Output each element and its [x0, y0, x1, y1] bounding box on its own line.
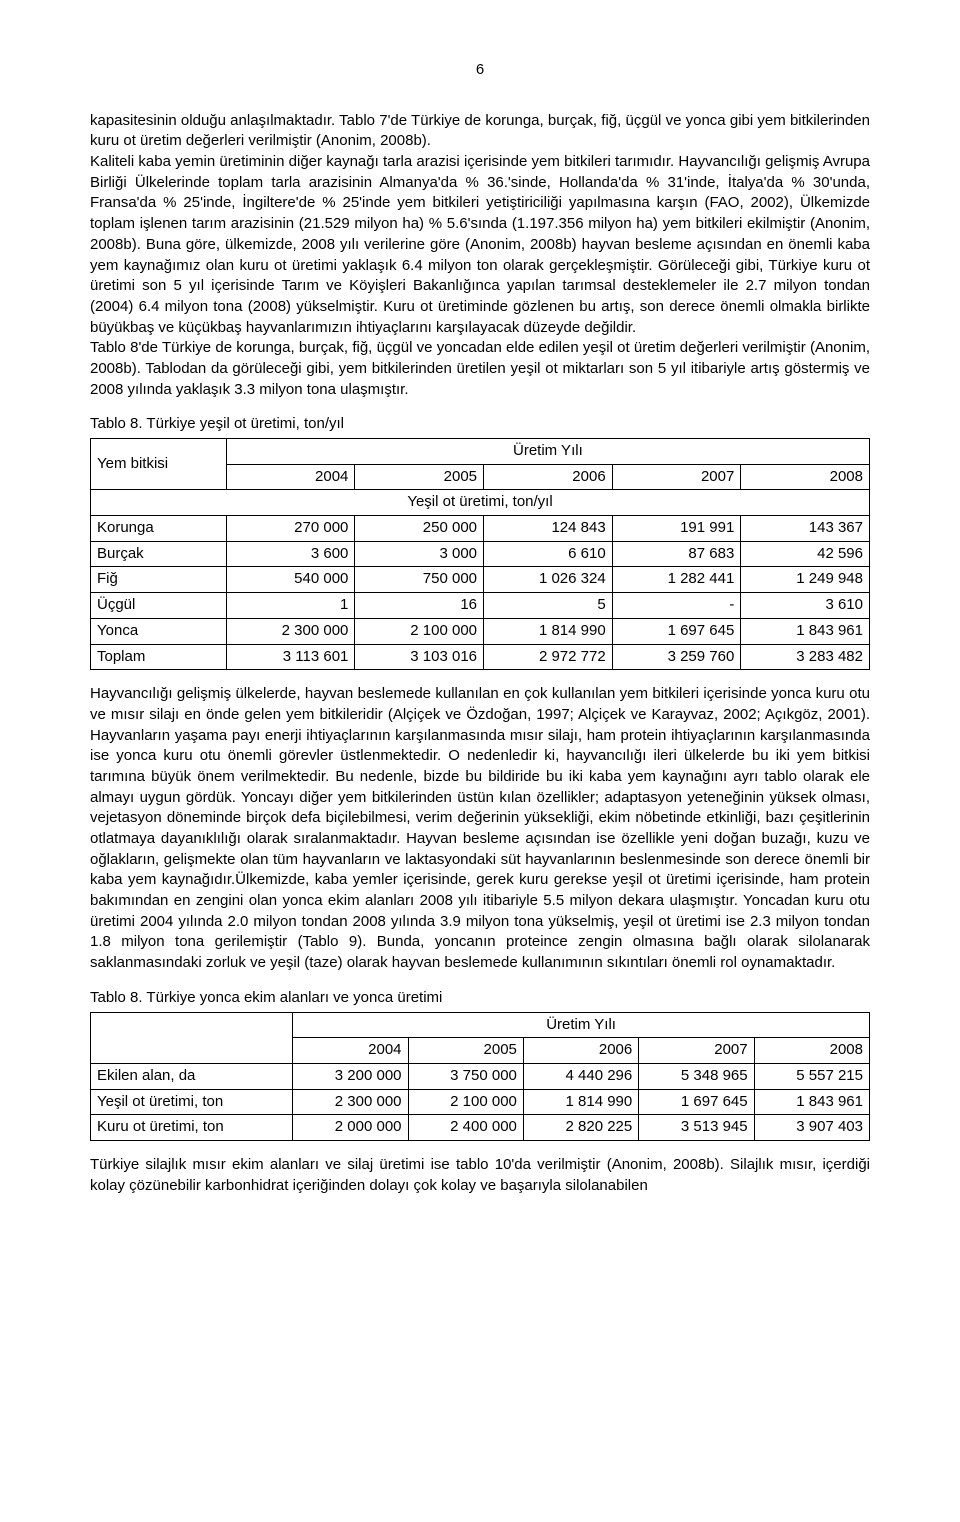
table8-year: 2005	[355, 464, 484, 490]
paragraph-intro-2: Kaliteli kaba yemin üretiminin diğer kay…	[90, 152, 870, 338]
cell: 1 697 645	[612, 618, 741, 644]
cell: 1 814 990	[484, 618, 613, 644]
table-row: Korunga 270 000 250 000 124 843 191 991 …	[91, 516, 870, 542]
paragraph-intro-1: kapasitesinin olduğu anlaşılmaktadır. Ta…	[90, 111, 870, 152]
cell: 1 697 645	[639, 1089, 754, 1115]
cell: 5 557 215	[754, 1063, 869, 1089]
row-label: Yeşil ot üretimi, ton	[91, 1089, 293, 1115]
cell: 3 000	[355, 541, 484, 567]
cell: 270 000	[226, 516, 355, 542]
cell: 4 440 296	[523, 1063, 638, 1089]
cell: 3 200 000	[293, 1063, 408, 1089]
cell: 3 513 945	[639, 1115, 754, 1141]
row-label: Burçak	[91, 541, 227, 567]
cell: 750 000	[355, 567, 484, 593]
table9-caption: Tablo 8. Türkiye yonca ekim alanları ve …	[90, 988, 870, 1009]
cell: 540 000	[226, 567, 355, 593]
table9-yearheader: Üretim Yılı	[293, 1012, 870, 1038]
cell: 2 100 000	[408, 1089, 523, 1115]
row-label: Korunga	[91, 516, 227, 542]
row-label: Fiğ	[91, 567, 227, 593]
table-row: Üçgül 1 16 5 - 3 610	[91, 593, 870, 619]
table8-year: 2008	[741, 464, 870, 490]
cell: 1 843 961	[754, 1089, 869, 1115]
table9-year: 2007	[639, 1038, 754, 1064]
cell: 6 610	[484, 541, 613, 567]
row-label: Yonca	[91, 618, 227, 644]
cell: 2 400 000	[408, 1115, 523, 1141]
cell: 2 820 225	[523, 1115, 638, 1141]
cell: 1 026 324	[484, 567, 613, 593]
cell: 2 300 000	[226, 618, 355, 644]
paragraph-intro-3: Tablo 8'de Türkiye de korunga, burçak, f…	[90, 338, 870, 400]
cell: 124 843	[484, 516, 613, 542]
cell: 191 991	[612, 516, 741, 542]
table9: Üretim Yılı 2004 2005 2006 2007 2008 Eki…	[90, 1012, 870, 1141]
row-label: Toplam	[91, 644, 227, 670]
table8-subheader: Yeşil ot üretimi, ton/yıl	[91, 490, 870, 516]
cell: 1	[226, 593, 355, 619]
table8: Yem bitkisi Üretim Yılı 2004 2005 2006 2…	[90, 438, 870, 670]
table9-year: 2008	[754, 1038, 869, 1064]
cell: 5	[484, 593, 613, 619]
cell: 3 283 482	[741, 644, 870, 670]
cell: 3 907 403	[754, 1115, 869, 1141]
table8-year: 2004	[226, 464, 355, 490]
table8-year: 2006	[484, 464, 613, 490]
cell: 2 972 772	[484, 644, 613, 670]
cell: 3 600	[226, 541, 355, 567]
cell: 16	[355, 593, 484, 619]
cell: 3 610	[741, 593, 870, 619]
cell: -	[612, 593, 741, 619]
cell: 1 814 990	[523, 1089, 638, 1115]
cell: 2 000 000	[293, 1115, 408, 1141]
table8-year: 2007	[612, 464, 741, 490]
paragraph-mid: Hayvancılığı gelişmiş ülkelerde, hayvan …	[90, 684, 870, 974]
table9-year: 2006	[523, 1038, 638, 1064]
row-label: Ekilen alan, da	[91, 1063, 293, 1089]
cell: 5 348 965	[639, 1063, 754, 1089]
cell: 250 000	[355, 516, 484, 542]
table8-caption: Tablo 8. Türkiye yeşil ot üretimi, ton/y…	[90, 414, 870, 435]
table9-year: 2004	[293, 1038, 408, 1064]
table9-blank	[91, 1012, 293, 1063]
table9-year: 2005	[408, 1038, 523, 1064]
cell: 1 843 961	[741, 618, 870, 644]
cell: 3 259 760	[612, 644, 741, 670]
cell: 42 596	[741, 541, 870, 567]
cell: 1 249 948	[741, 567, 870, 593]
row-label: Kuru ot üretimi, ton	[91, 1115, 293, 1141]
table-row: Yeşil ot üretimi, ton 2 300 000 2 100 00…	[91, 1089, 870, 1115]
page-number: 6	[90, 60, 870, 81]
cell: 2 300 000	[293, 1089, 408, 1115]
cell: 87 683	[612, 541, 741, 567]
row-label: Üçgül	[91, 593, 227, 619]
table-row: Fiğ 540 000 750 000 1 026 324 1 282 441 …	[91, 567, 870, 593]
cell: 3 103 016	[355, 644, 484, 670]
table-row: Toplam 3 113 601 3 103 016 2 972 772 3 2…	[91, 644, 870, 670]
table-row: Kuru ot üretimi, ton 2 000 000 2 400 000…	[91, 1115, 870, 1141]
cell: 143 367	[741, 516, 870, 542]
table8-rowheader: Yem bitkisi	[91, 439, 227, 490]
table-row: Ekilen alan, da 3 200 000 3 750 000 4 44…	[91, 1063, 870, 1089]
table-row: Burçak 3 600 3 000 6 610 87 683 42 596	[91, 541, 870, 567]
paragraph-end: Türkiye silajlık mısır ekim alanları ve …	[90, 1155, 870, 1196]
table-row: Yonca 2 300 000 2 100 000 1 814 990 1 69…	[91, 618, 870, 644]
table8-yearheader: Üretim Yılı	[226, 439, 869, 465]
cell: 2 100 000	[355, 618, 484, 644]
cell: 3 750 000	[408, 1063, 523, 1089]
cell: 3 113 601	[226, 644, 355, 670]
cell: 1 282 441	[612, 567, 741, 593]
